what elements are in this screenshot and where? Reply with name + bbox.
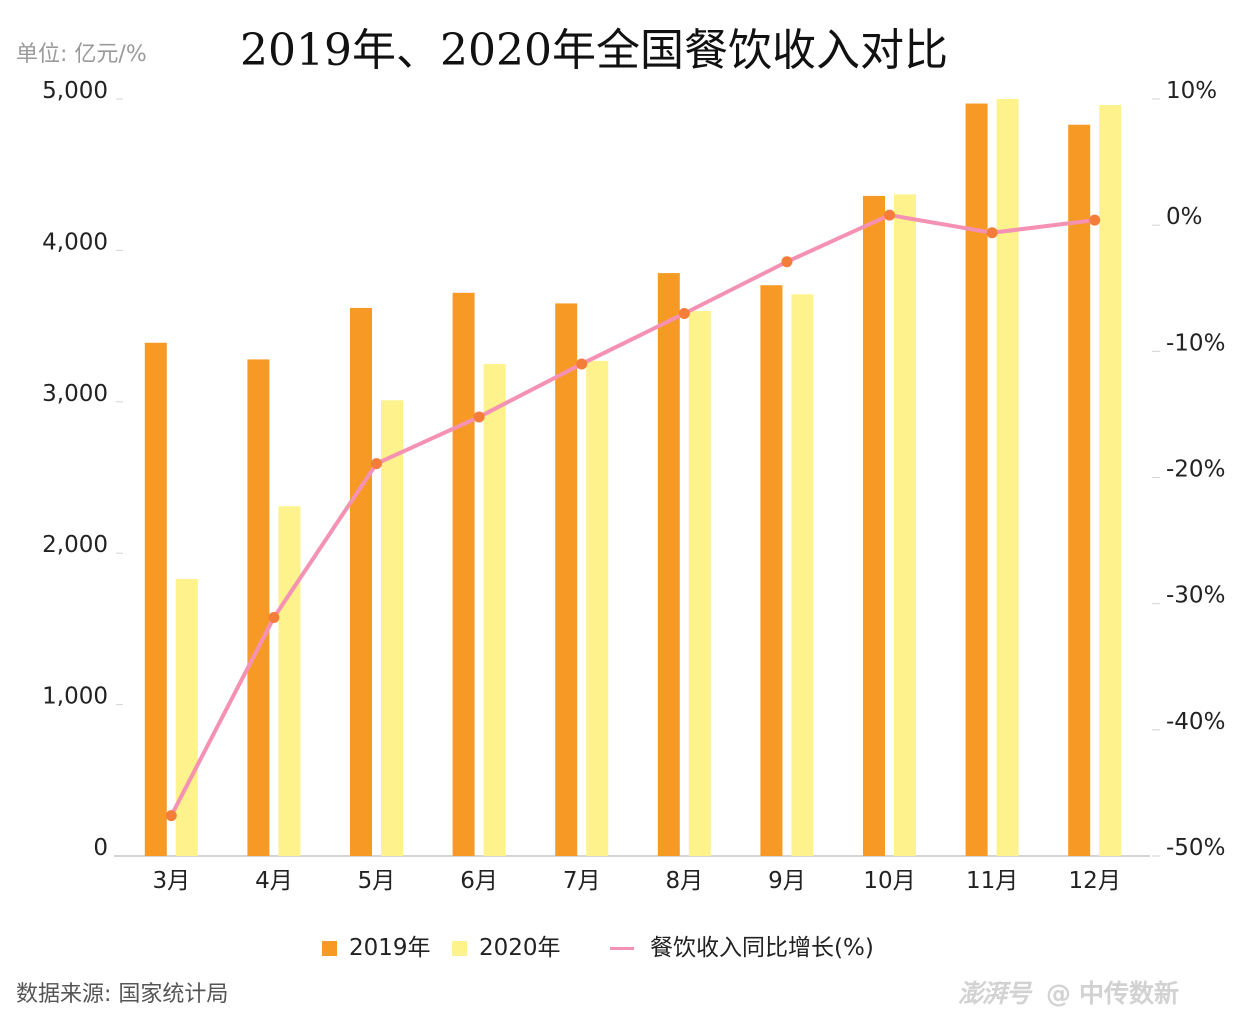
legend-swatch-2019 [322, 941, 337, 956]
watermark-logo: 澎湃号 [958, 979, 1031, 1008]
chart-title: 2019年、2020年全国餐饮收入对比 [240, 25, 948, 76]
x-tick-label: 3月 [152, 868, 190, 894]
legend-swatch-growth [610, 947, 634, 950]
legend-label-growth: 餐饮收入同比增长(%) [650, 935, 874, 961]
bar-2019 [350, 307, 372, 856]
x-tick-label: 11月 [966, 868, 1018, 894]
y-left-tick-label: 1,000 [42, 684, 108, 710]
growth-point [986, 227, 998, 239]
watermark: 澎湃号 @ 中传数新 [958, 974, 1179, 1010]
bar-2020 [1099, 105, 1122, 856]
legend-item-growth: 餐饮收入同比增长(%) [610, 928, 874, 962]
y-left-tick-label: 4,000 [42, 229, 108, 255]
y-right-tick-label: -10% [1166, 330, 1225, 356]
unit-label: 单位: 亿元/% [16, 42, 147, 67]
bar-2019 [863, 195, 885, 856]
x-tick-label: 5月 [358, 868, 396, 894]
bar-2019 [247, 359, 270, 856]
bar-2019 [452, 292, 475, 856]
y-left-tick-label: 3,000 [42, 381, 108, 407]
legend-item-2019: 2019年 [322, 928, 431, 962]
y-left-tick-label: 5,000 [42, 78, 108, 104]
growth-point [678, 307, 690, 319]
growth-point [473, 411, 485, 423]
legend-swatch-2020 [452, 941, 467, 956]
x-tick-label: 6月 [460, 868, 498, 894]
y-left-tick-label: 0 [93, 835, 108, 861]
growth-point [268, 612, 280, 624]
x-tick-label: 12月 [1069, 868, 1121, 894]
legend-label-2019: 2019年 [349, 935, 431, 961]
bar-2020 [381, 400, 403, 856]
bar-2020 [791, 294, 814, 856]
y-right-tick-label: 10% [1166, 78, 1217, 104]
bar-2019 [657, 273, 680, 856]
bar-2020 [688, 310, 711, 857]
watermark-at: @ [1046, 979, 1072, 1008]
bar-2019 [555, 303, 578, 856]
bar-2020 [996, 99, 1019, 856]
y-left-tick-label: 2,000 [42, 532, 108, 558]
x-tick-label: 8月 [665, 868, 703, 894]
growth-point [576, 358, 588, 370]
y-right-tick-label: -20% [1166, 457, 1225, 483]
bar-2020 [586, 360, 609, 856]
y-right-tick-label: -30% [1166, 583, 1225, 609]
bar-2020 [483, 363, 506, 856]
y-right-tick-label: 0% [1166, 204, 1203, 230]
legend-label-2020: 2020年 [479, 935, 561, 961]
legend-item-2020: 2020年 [452, 928, 561, 962]
bar-2020 [175, 578, 198, 856]
y-right-tick-label: -50% [1166, 835, 1225, 861]
x-tick-label: 10月 [863, 868, 915, 894]
growth-point [371, 458, 382, 470]
bar-2019 [144, 342, 167, 856]
bar-2020 [894, 194, 916, 856]
bar-2019 [760, 285, 783, 856]
y-right-tick-label: -40% [1166, 709, 1225, 735]
data-source: 数据来源: 国家统计局 [16, 982, 229, 1007]
watermark-name: 中传数新 [1079, 979, 1180, 1008]
growth-line [169, 213, 1097, 818]
growth-point [884, 209, 895, 221]
x-tick-label: 4月 [255, 868, 293, 894]
growth-point [165, 810, 177, 822]
bar-2020 [278, 506, 301, 856]
x-tick-label: 7月 [563, 868, 601, 894]
x-tick-label: 9月 [768, 868, 806, 894]
bar-2019 [965, 103, 988, 857]
growth-point [781, 256, 793, 268]
growth-point [1089, 214, 1101, 226]
bar-2019 [1068, 124, 1091, 857]
